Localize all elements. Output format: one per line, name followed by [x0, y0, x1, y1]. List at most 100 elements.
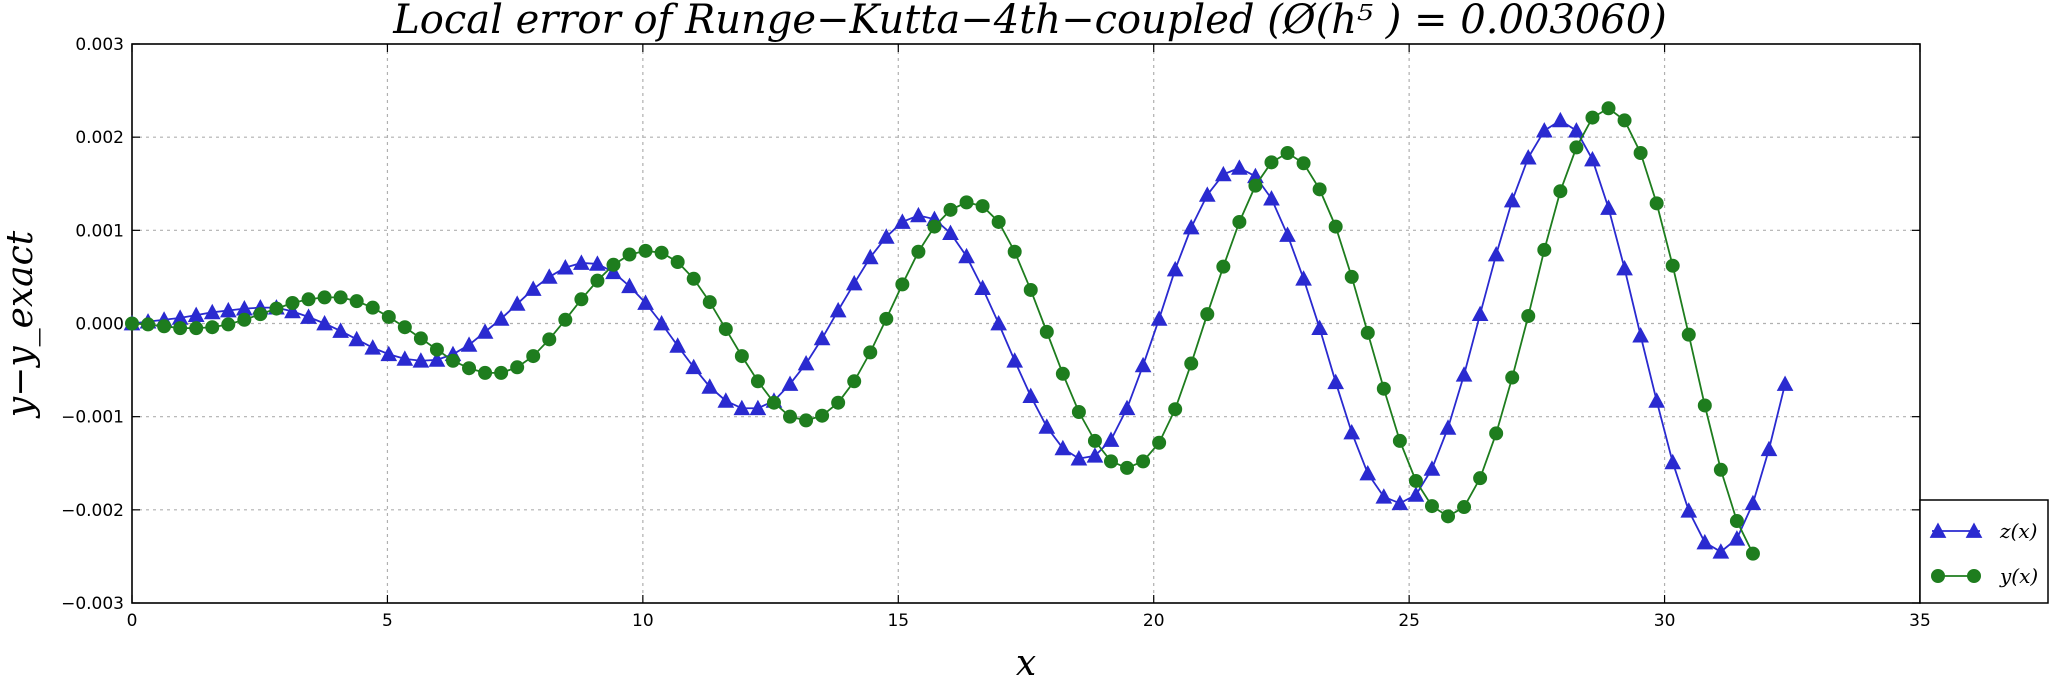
data-point — [1071, 405, 1086, 420]
data-point — [1616, 259, 1633, 276]
data-point — [1231, 159, 1248, 175]
data-point — [861, 248, 879, 265]
x-axis-label: x — [1016, 643, 1036, 684]
data-point — [478, 365, 493, 380]
legend: z(x) y(x) — [1919, 499, 2049, 604]
data-point — [1168, 402, 1183, 417]
series-line — [131, 119, 1786, 553]
data-point — [799, 413, 814, 428]
data-point — [815, 408, 830, 423]
data-point — [1344, 269, 1359, 284]
data-point — [300, 308, 317, 324]
data-point — [622, 247, 637, 262]
x-tick-label: 35 — [1909, 611, 1931, 631]
data-point — [877, 228, 895, 244]
data-point — [1392, 433, 1407, 448]
data-point — [621, 277, 638, 294]
data-point — [1214, 165, 1232, 182]
data-point — [702, 295, 717, 310]
data-point — [1150, 310, 1168, 326]
x-tick-label: 25 — [1398, 611, 1420, 631]
data-point — [1553, 184, 1568, 199]
data-point — [958, 247, 975, 264]
data-point — [1007, 244, 1022, 259]
data-point — [1776, 375, 1794, 391]
data-point — [1134, 356, 1152, 373]
data-point — [879, 311, 894, 326]
data-point — [863, 345, 878, 360]
data-point — [654, 245, 669, 260]
data-point — [1552, 111, 1569, 128]
data-point — [1744, 494, 1762, 511]
data-point — [1376, 381, 1391, 396]
data-point — [701, 378, 719, 394]
data-point — [317, 290, 332, 305]
data-point — [1729, 514, 1744, 529]
y-tick-label: 0.000 — [75, 315, 124, 335]
data-point — [1535, 122, 1553, 138]
data-point — [589, 255, 606, 271]
data-point — [556, 259, 574, 275]
x-tick-label: 30 — [1654, 611, 1676, 631]
data-point — [1198, 186, 1216, 202]
data-point — [173, 321, 188, 336]
data-point — [1455, 366, 1473, 382]
data-point — [284, 302, 301, 319]
data-point — [316, 314, 333, 331]
data-point — [1279, 226, 1296, 242]
series-0 — [123, 111, 1794, 559]
data-point — [396, 350, 414, 366]
x-tick-label: 10 — [632, 611, 654, 631]
data-point — [894, 213, 911, 229]
y-tick-label: 0.003 — [75, 35, 124, 55]
data-point — [1712, 543, 1730, 559]
data-point — [1760, 440, 1778, 457]
data-point — [847, 374, 862, 389]
data-point — [1039, 324, 1054, 339]
data-point — [783, 409, 798, 424]
legend-label: z(x) — [1999, 519, 2037, 543]
data-point — [1664, 453, 1682, 470]
data-point — [1360, 325, 1375, 340]
data-point — [1617, 113, 1632, 128]
data-point — [1118, 399, 1136, 416]
data-point — [1584, 150, 1601, 167]
data-point — [1519, 149, 1537, 165]
data-point — [285, 296, 300, 311]
data-point — [750, 374, 765, 389]
data-point — [1505, 370, 1520, 385]
y-tick-label: −0.002 — [61, 501, 124, 521]
legend-marker — [1967, 569, 1981, 583]
data-point — [910, 206, 927, 223]
data-point — [462, 361, 477, 376]
legend-label: y(x) — [1999, 564, 2038, 588]
data-point — [717, 392, 735, 408]
series-1 — [125, 101, 1760, 561]
data-point — [1311, 319, 1328, 336]
data-point — [1103, 454, 1118, 469]
data-point — [219, 301, 237, 318]
data-point — [574, 292, 589, 307]
data-point — [1569, 140, 1584, 155]
data-point — [942, 224, 959, 241]
data-point — [1439, 419, 1457, 435]
data-point — [829, 301, 847, 318]
data-point — [1745, 546, 1760, 561]
data-point — [1424, 499, 1439, 514]
y-axis-label: y−y_exact — [0, 230, 41, 419]
data-point — [1166, 260, 1184, 277]
data-point — [831, 395, 846, 410]
data-point — [1006, 352, 1024, 368]
data-point — [1441, 509, 1456, 524]
data-point — [733, 399, 751, 416]
data-point — [1568, 122, 1585, 138]
data-point — [638, 243, 653, 258]
data-point — [685, 358, 703, 375]
legend-marker — [1965, 522, 1983, 538]
data-point — [1423, 460, 1441, 476]
chart-title: Local error of Runge−Kutta−4th−coupled (… — [392, 0, 1667, 43]
data-point — [1182, 218, 1200, 235]
data-point — [332, 322, 349, 338]
y-tick-label: 0.002 — [75, 128, 124, 148]
